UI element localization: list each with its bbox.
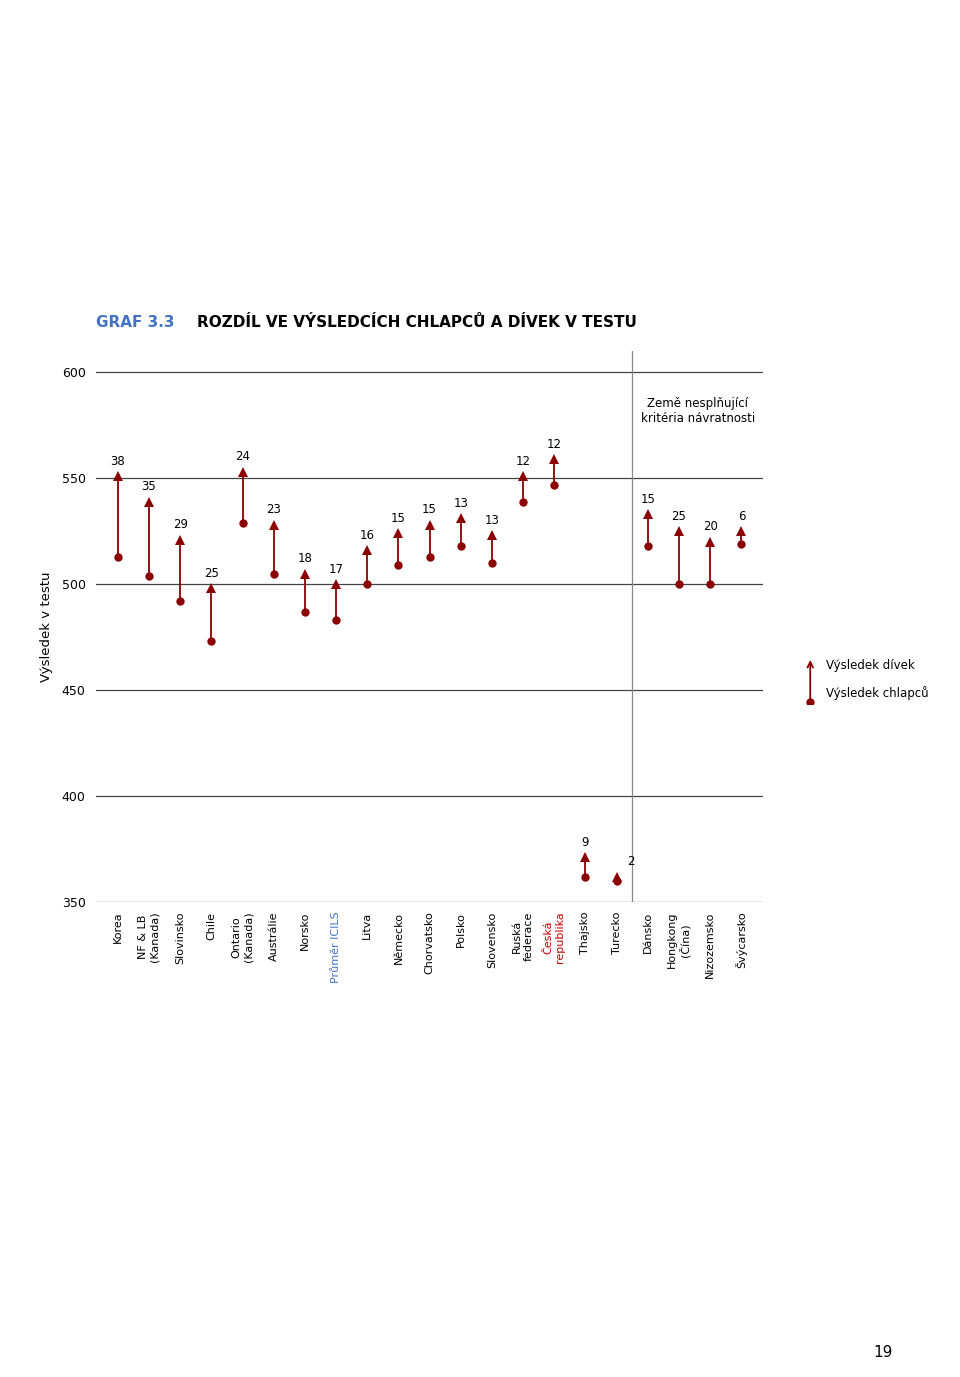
Text: Země nesplňující
kritéria návratnosti: Země nesplňující kritéria návratnosti [640, 398, 755, 425]
Text: 18: 18 [298, 552, 312, 565]
Text: GRAF 3.3: GRAF 3.3 [96, 315, 175, 330]
Text: 15: 15 [391, 512, 406, 525]
Text: 12: 12 [516, 454, 531, 468]
Text: 29: 29 [173, 518, 187, 532]
Text: 24: 24 [235, 450, 250, 464]
Text: 23: 23 [266, 504, 281, 516]
Text: 19: 19 [874, 1345, 893, 1360]
Text: 13: 13 [485, 514, 499, 527]
Text: 12: 12 [547, 438, 562, 450]
Text: Výsledek dívek: Výsledek dívek [826, 660, 914, 672]
Text: 2: 2 [627, 855, 635, 868]
Y-axis label: Výsledek v testu: Výsledek v testu [40, 571, 53, 682]
Text: 9: 9 [582, 836, 589, 850]
Text: 20: 20 [703, 521, 718, 533]
Text: 25: 25 [204, 567, 219, 580]
Text: Výsledek chlapců: Výsledek chlapců [826, 686, 928, 701]
Text: 25: 25 [672, 509, 686, 523]
Text: 15: 15 [640, 493, 656, 505]
Text: 15: 15 [422, 504, 437, 516]
Text: 17: 17 [328, 563, 344, 576]
Text: ROZDÍL VE VÝSLEDCÍCH CHLAPCŮ A DÍVEK V TESTU: ROZDÍL VE VÝSLEDCÍCH CHLAPCŮ A DÍVEK V T… [197, 315, 636, 330]
Text: 35: 35 [142, 481, 156, 493]
Text: 16: 16 [360, 529, 374, 541]
Text: 13: 13 [453, 497, 468, 509]
Text: 6: 6 [737, 509, 745, 523]
Text: 38: 38 [110, 454, 125, 468]
